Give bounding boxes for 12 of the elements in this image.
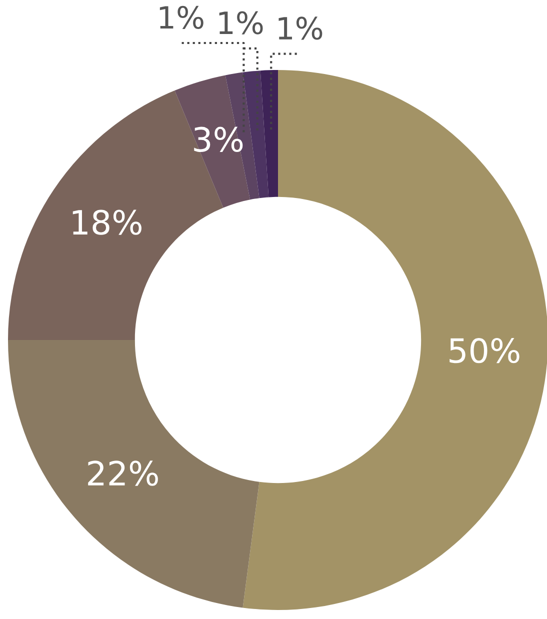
data-label: 18%: [72, 210, 142, 235]
data-label: 50%: [450, 338, 520, 364]
donut-slice: [242, 70, 547, 610]
data-label: 22%: [88, 460, 158, 486]
data-label: 1%: [160, 6, 204, 29]
data-label: 3%: [194, 126, 243, 152]
donut-slice: [242, 70, 269, 198]
donut-slice: [8, 340, 260, 608]
data-label: 1%: [219, 11, 263, 34]
donut-slice: [260, 70, 278, 198]
data-label: 1%: [278, 16, 322, 40]
donut-slice: [174, 75, 250, 208]
